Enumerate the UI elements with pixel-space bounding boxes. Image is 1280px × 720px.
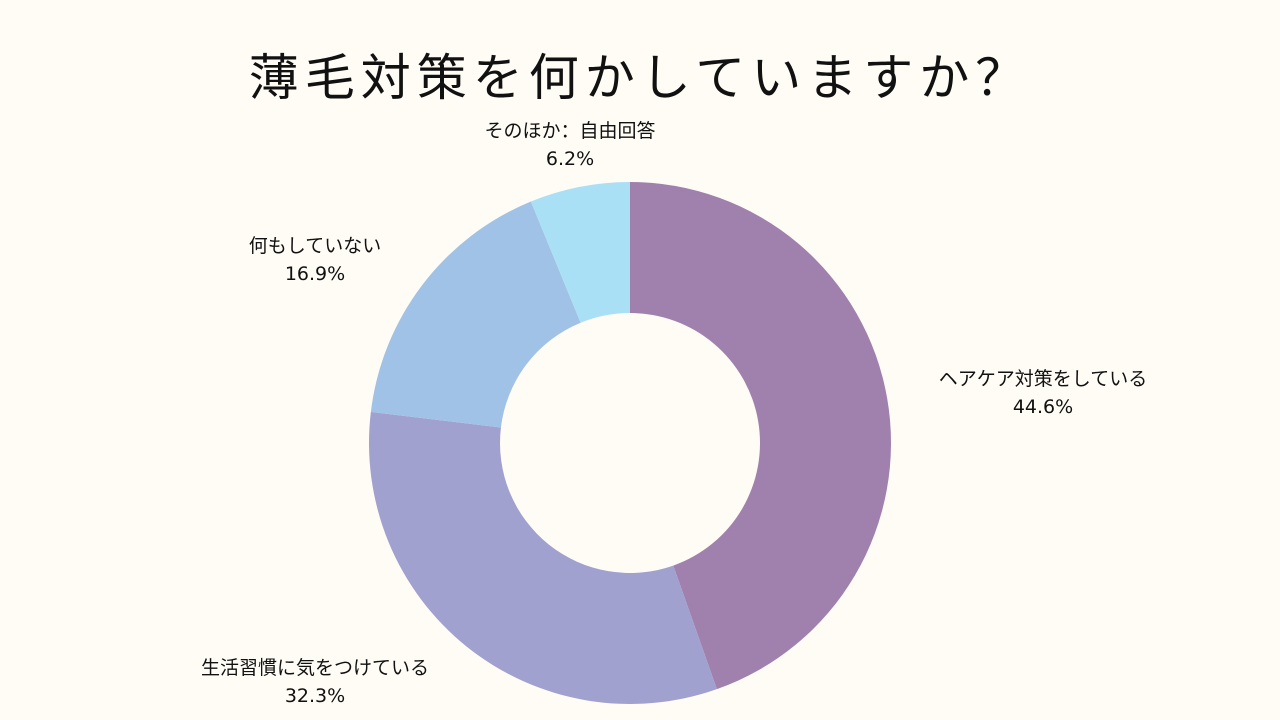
slice-label-text: ヘアケア対策をしている xyxy=(938,368,1148,390)
chart-title: 薄毛対策を何かしていますか？ xyxy=(248,49,1032,107)
slice-label-3: そのほか：自由回答 6.2% xyxy=(484,117,655,173)
slice-value-label: 6.2% xyxy=(545,148,595,170)
slice-label-text: 生活習慣に気をつけている xyxy=(200,657,430,679)
donut-slice-2 xyxy=(370,201,581,428)
donut-slice-0 xyxy=(630,182,891,690)
slice-value-label: 32.3% xyxy=(284,685,346,707)
slice-label-1: 生活習慣に気をつけている 32.3% xyxy=(201,654,429,710)
slice-label-0: ヘアケア対策をしている 44.6% xyxy=(939,365,1147,421)
donut-slice-1 xyxy=(368,411,717,704)
slice-label-2: 何もしていない 16.9% xyxy=(249,232,381,288)
donut-slice-3 xyxy=(530,182,630,323)
slice-label-text: そのほか：自由回答 xyxy=(484,120,656,142)
slice-value-label: 16.9% xyxy=(284,263,346,285)
slice-value-label: 44.6% xyxy=(1012,396,1074,418)
slice-label-text: 何もしていない xyxy=(248,235,382,257)
